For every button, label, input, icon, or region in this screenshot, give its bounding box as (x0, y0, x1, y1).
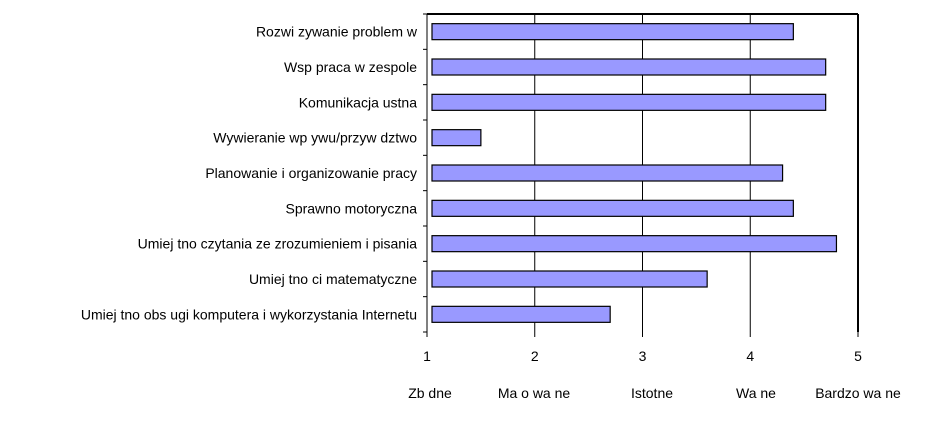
bar (431, 93, 827, 111)
category-label: Rozwi zywanie problem w (256, 24, 418, 40)
category-label: Wsp praca w zespole (284, 59, 417, 75)
scale-label: Wa ne (736, 385, 776, 401)
bar (431, 235, 838, 253)
category-label: Umiej tno obs ugi komputera i wykorzysta… (81, 306, 417, 322)
category-label: Sprawno motoryczna (285, 200, 417, 216)
category-label: Planowanie i organizowanie pracy (205, 165, 417, 181)
x-tick-label: 5 (854, 348, 862, 364)
bar (431, 164, 784, 182)
bar (431, 305, 611, 323)
category-label: Wywieranie wp ywu/przyw dztwo (213, 130, 417, 146)
bar (431, 199, 794, 217)
category-label: Komunikacja ustna (299, 94, 418, 110)
scale-label: Istotne (631, 385, 673, 401)
bar (431, 129, 482, 147)
scale-label: Zb dne (408, 385, 452, 401)
scale-label: Bardzo wa ne (815, 385, 901, 401)
category-label: Umiej tno ci matematyczne (249, 271, 417, 287)
bar (431, 270, 708, 288)
bar (431, 23, 794, 41)
x-tick-label: 4 (746, 348, 754, 364)
bar (431, 58, 827, 76)
x-tick-label: 1 (423, 348, 431, 364)
category-label: Umiej tno czytania ze zrozumieniem i pis… (138, 236, 418, 252)
x-tick-label: 2 (531, 348, 539, 364)
x-tick-label: 3 (639, 348, 647, 364)
scale-label: Ma o wa ne (498, 385, 571, 401)
